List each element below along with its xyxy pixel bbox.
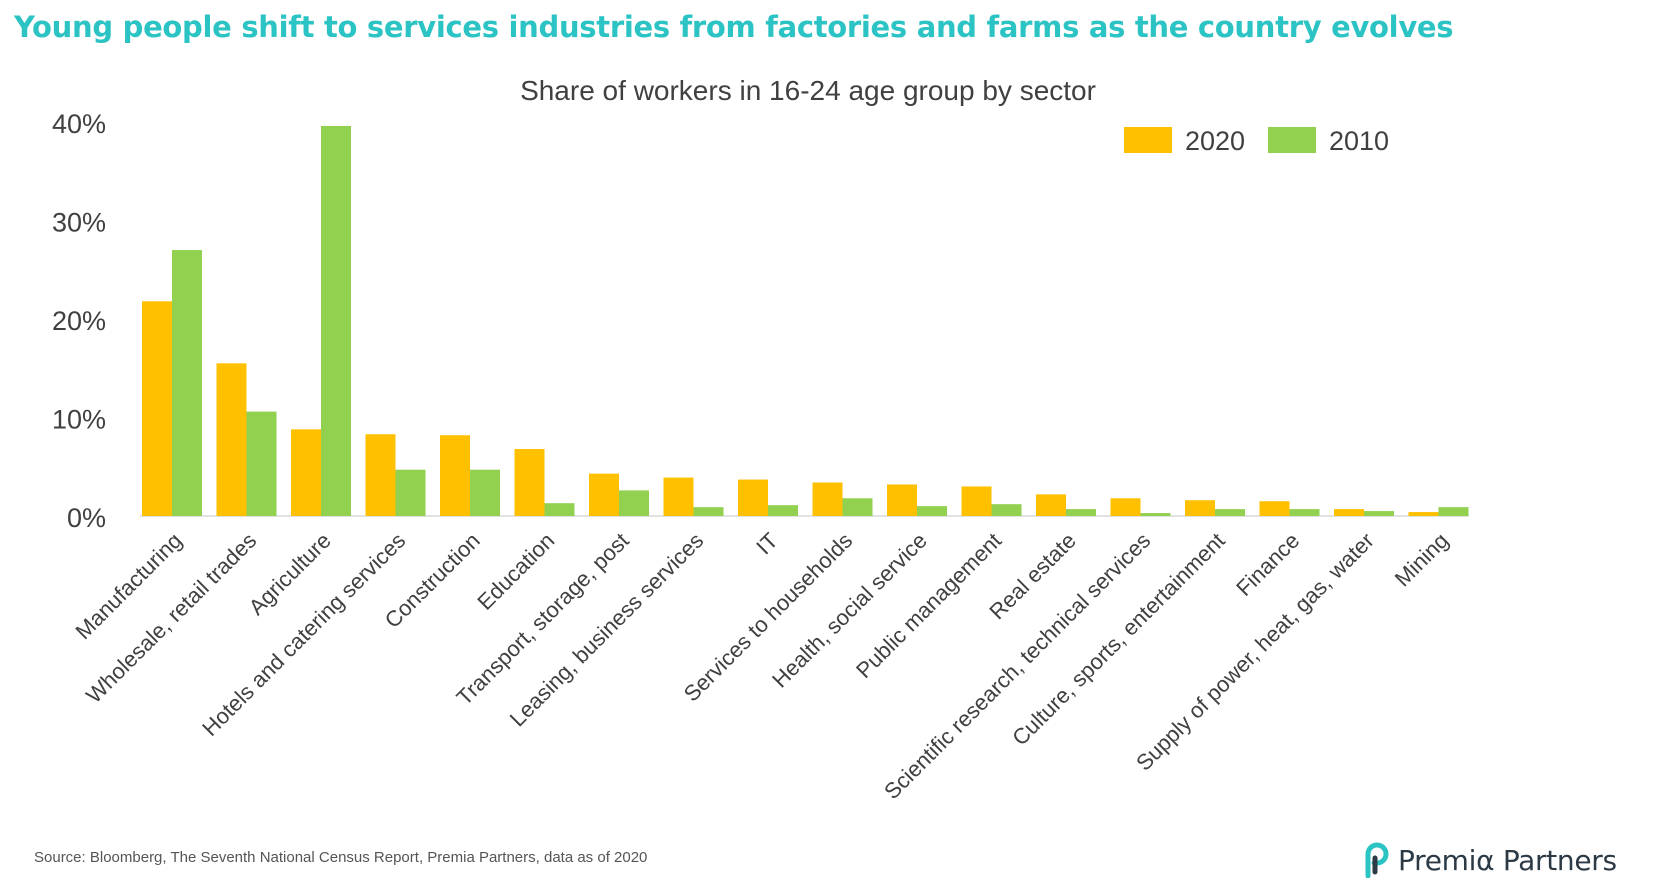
bar-2010 [619,490,649,516]
bar-2020 [589,473,619,516]
bar-2020 [365,434,396,516]
legend: 2020 2010 [1124,126,1389,156]
bar-2010 [246,411,277,516]
bar-2020 [440,435,470,516]
bar-2020 [514,449,545,516]
bar-2010 [1140,513,1171,516]
bar-2010 [768,505,798,516]
bar-2010 [1289,509,1320,516]
bar-2010 [693,507,724,516]
bar-2020 [1185,500,1215,516]
logo-text: Premiα Partners [1398,843,1617,877]
legend-label-2010: 2010 [1329,126,1389,156]
bar-2010 [172,250,202,517]
bar-2020 [1334,509,1364,516]
bar-2010 [470,469,500,516]
y-tick-label: 20% [52,306,106,336]
legend-swatch-2010 [1268,127,1316,153]
bar-2010 [1066,509,1096,516]
x-tick-label: Finance [1231,528,1304,601]
logo: Premiα Partners [1362,842,1617,878]
x-tick-label: Mining [1390,528,1454,592]
y-tick-label: 10% [52,405,106,435]
bar-2010 [1364,511,1394,516]
bar-2020 [887,484,917,516]
y-tick-label: 40% [52,109,106,139]
bar-2020 [1110,498,1141,516]
y-tick-label: 30% [52,208,106,238]
bar-2010 [544,503,575,516]
bars-group [142,125,1469,517]
bar-2010 [842,498,873,516]
source-note: Source: Bloomberg, The Seventh National … [34,849,648,866]
bar-2020 [142,301,172,516]
premia-p-logo-icon [1365,842,1389,878]
chart-title: Share of workers in 16-24 age group by s… [520,75,1096,106]
bar-2010 [991,504,1022,516]
bar-2010 [917,506,947,516]
x-tick-label: Public management [851,528,1006,683]
x-tick-label: Scientific research, technical services [879,528,1155,804]
bar-2020 [738,479,768,516]
bar-2010 [1215,509,1245,516]
x-tick-label: IT [751,528,783,560]
headline: Young people shift to services industrie… [14,10,1454,44]
y-tick-label: 0% [67,503,106,533]
bar-2010 [395,469,426,516]
bar-2010 [321,125,351,516]
bar-2020 [216,363,247,516]
bar-2010 [1438,507,1469,516]
bar-2020 [1259,501,1290,516]
bar-2020 [961,486,992,516]
bar-2020 [663,477,694,516]
bar-2020 [812,482,843,516]
bar-2020 [1036,494,1066,516]
legend-label-2020: 2020 [1185,126,1245,156]
y-axis-ticks: 0% 10% 20% 30% 40% [52,109,106,533]
legend-swatch-2020 [1124,127,1172,153]
bar-2020 [291,429,321,516]
bar-2020 [1408,512,1439,516]
